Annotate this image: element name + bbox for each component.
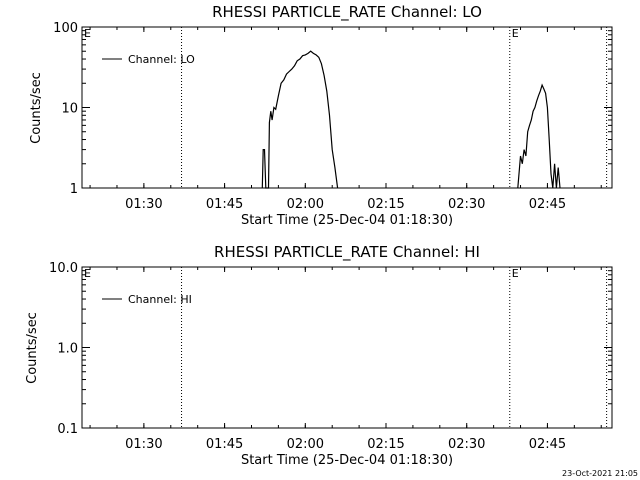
top-chart-plot-frame <box>81 26 613 189</box>
top-chart-xlabel: Start Time (25-Dec-04 01:18:30) <box>241 213 453 228</box>
bottom-chart-y-tick-label: 0.1 <box>57 422 78 437</box>
bottom-chart-x-tick-label: 02:00 <box>287 437 324 452</box>
bottom-chart-legend-label: Channel: HI <box>128 293 192 306</box>
top-chart-title: RHESSI PARTICLE_RATE Channel: LO <box>212 3 482 22</box>
bottom-chart-y-tick-label: 1.0 <box>57 342 78 357</box>
top-chart-x-tick-label: 02:45 <box>529 197 566 212</box>
bottom-chart-x-tick-label: 02:45 <box>529 437 566 452</box>
top-chart-series-line-1 <box>261 50 339 189</box>
footer-timestamp: 23-Oct-2021 21:05 <box>562 469 638 478</box>
top-chart-x-tick-label: 01:45 <box>206 197 243 212</box>
top-chart-x-tick-label: 01:30 <box>125 197 162 212</box>
top-chart-ylabel: Counts/sec <box>29 72 44 144</box>
top-chart-x-tick-label: 02:15 <box>367 197 404 212</box>
bottom-chart: RHESSI PARTICLE_RATE Channel: HI Start T… <box>25 243 613 468</box>
bottom-chart-x-tick-label: 01:45 <box>206 437 243 452</box>
top-chart-legend-label: Channel: LO <box>128 53 195 66</box>
top-chart-x-tick-label: 02:00 <box>287 197 324 212</box>
bottom-chart-plot-frame <box>81 266 613 429</box>
bottom-chart-title: RHESSI PARTICLE_RATE Channel: HI <box>214 243 480 262</box>
bottom-chart-y-tick-label: 10.0 <box>49 261 78 276</box>
top-chart-series-line-2 <box>517 83 561 189</box>
bottom-chart-marker-label: E <box>512 267 519 280</box>
top-chart-y-tick-label: 1 <box>70 182 78 197</box>
bottom-chart-xlabel: Start Time (25-Dec-04 01:18:30) <box>241 453 453 468</box>
top-chart-marker-label: E <box>512 27 519 40</box>
bottom-chart-x-tick-label: 02:30 <box>448 437 485 452</box>
bottom-chart-marker-label: E <box>84 267 91 280</box>
top-chart-x-tick-label: 02:30 <box>448 197 485 212</box>
bottom-chart-x-tick-label: 02:15 <box>367 437 404 452</box>
bottom-chart-ylabel: Counts/sec <box>25 312 40 384</box>
top-chart: RHESSI PARTICLE_RATE Channel: LO Start T… <box>29 3 613 228</box>
bottom-chart-x-tick-label: 01:30 <box>125 437 162 452</box>
top-chart-marker-label: E <box>84 27 91 40</box>
top-chart-y-tick-label: 10 <box>61 102 78 117</box>
top-chart-y-tick-label: 100 <box>53 21 78 36</box>
